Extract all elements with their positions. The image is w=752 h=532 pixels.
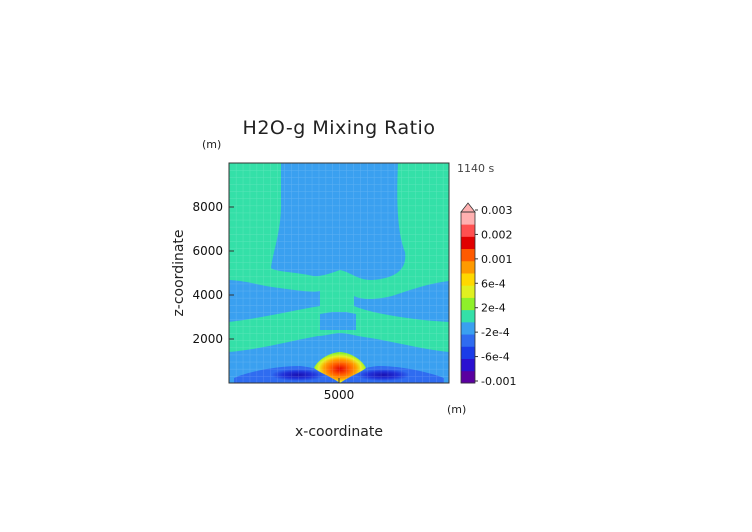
colorbar-extend-arrow [460,202,476,213]
colorbar-swatch [461,212,475,225]
colorbar-tick-label: 0.002 [481,228,513,241]
colorbar-swatch [461,321,475,335]
colorbar-tick-label: -6e-4 [481,351,510,364]
colorbar-swatch [461,346,475,359]
y-tick-label: 2000 [192,332,223,346]
chart-title: H2O-g Mixing Ratio [243,117,436,139]
x-tick-label: 5000 [324,388,355,402]
colorbar-tick-label: 0.001 [481,253,513,266]
colorbar-tick-label: 6e-4 [481,277,506,290]
colorbar-swatch [461,309,475,323]
y-tick-label: 8000 [192,200,223,214]
y-tick-label: 6000 [192,244,223,258]
axis-ticks: 2000 4000 6000 8000 5000 [192,200,354,402]
colorbar-swatch [461,273,475,286]
colorbar-swatch [461,358,475,372]
contour-field [229,163,449,383]
colorbar-swatch [461,370,475,384]
colorbar-tick-label: -0.001 [481,375,516,388]
colorbar: 0.003 0.002 0.001 6e-4 2e-4 -2e-4 -6e-4 -0.001 [460,202,516,388]
x-axis-label: x-coordinate [295,424,383,440]
colorbar-swatch [461,236,475,250]
y-axis-label: z-coordinate [171,229,187,316]
time-label: 1140 s [457,162,494,175]
colorbar-tick-label: 2e-4 [481,302,506,315]
y-tick-label: 4000 [192,288,223,302]
colorbar-swatch [461,224,475,237]
colorbar-swatch [461,297,475,311]
y-unit-label: (m) [202,138,221,151]
colorbar-tick-label: -2e-4 [481,326,510,339]
colorbar-swatch [461,334,475,347]
x-unit-label: (m) [447,403,466,416]
colorbar-frame [460,211,476,384]
colorbar-swatch [461,285,475,298]
model-grid [229,163,449,383]
colorbar-swatch [461,260,475,274]
colorbar-tick-label: 0.003 [481,204,513,217]
colorbar-swatch [461,248,475,262]
